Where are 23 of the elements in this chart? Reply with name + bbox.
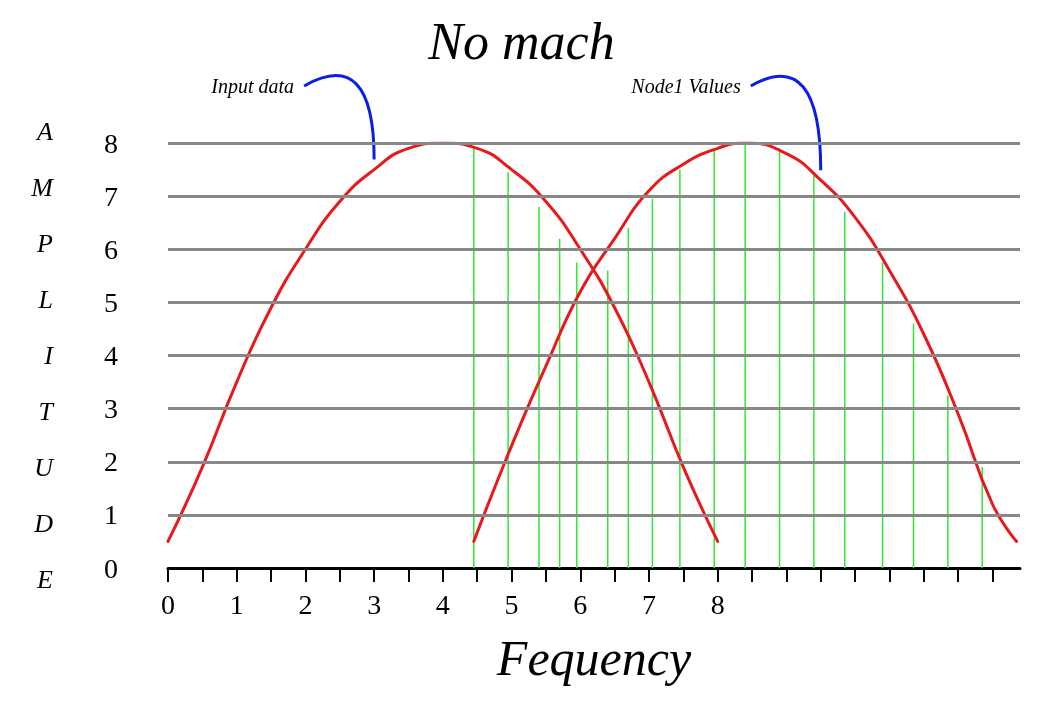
text: Input data <box>210 75 295 98</box>
y-tick-label: 0 <box>104 552 118 584</box>
x-tick-label: 4 <box>435 588 450 620</box>
y-tick-label: 7 <box>104 180 118 212</box>
y-tick-label: 6 <box>104 233 118 265</box>
y-tick-label: 8 <box>104 127 118 159</box>
x-tick-label: 5 <box>504 588 519 620</box>
y-tick-label: 1 <box>104 499 118 531</box>
y-tick-label: 5 <box>104 286 118 318</box>
x-tick-label: 1 <box>229 588 244 620</box>
x-tick-label: 2 <box>298 588 313 620</box>
x-axis-title: Fequency <box>495 630 692 686</box>
x-tick-label: 3 <box>367 588 382 620</box>
x-tick-label: 7 <box>641 588 656 620</box>
x-tick-label: 8 <box>710 588 725 620</box>
y-tick-label: 2 <box>104 446 118 478</box>
y-tick-label: 4 <box>104 340 118 371</box>
text: Node1 Values <box>630 75 741 97</box>
x-tick-label: 0 <box>161 588 175 620</box>
chart-title: No mach <box>427 12 615 70</box>
x-tick-label: 6 <box>573 588 588 620</box>
y-tick-label: 3 <box>104 393 118 425</box>
text: AMPLITUDE <box>31 117 53 594</box>
